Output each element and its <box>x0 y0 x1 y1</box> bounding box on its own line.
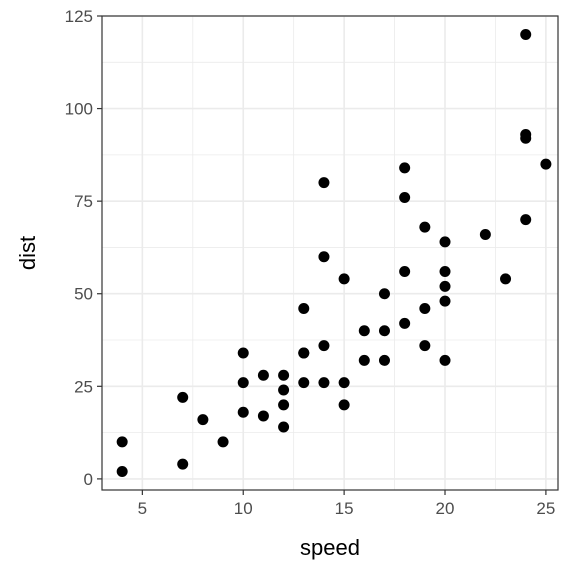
data-point <box>278 384 290 396</box>
data-point <box>439 354 451 366</box>
data-point <box>419 303 431 315</box>
x-tick-label: 10 <box>234 499 253 518</box>
data-point <box>399 162 411 174</box>
data-point <box>399 191 411 203</box>
data-point <box>520 29 532 41</box>
data-point <box>318 177 330 189</box>
major-gridlines <box>102 15 558 490</box>
data-point <box>177 458 189 470</box>
data-point <box>298 303 310 315</box>
data-point <box>338 399 350 411</box>
data-point <box>318 340 330 352</box>
x-axis-ticks: 5 10 15 20 25 <box>138 490 555 518</box>
data-point <box>399 317 411 329</box>
data-point <box>177 391 189 403</box>
data-point <box>278 421 290 433</box>
y-axis-title: dist <box>15 236 40 270</box>
plot-panel <box>102 16 558 490</box>
y-tick-label: 125 <box>65 7 93 26</box>
y-tick-label: 0 <box>84 470 93 489</box>
data-point <box>439 295 451 307</box>
data-point <box>237 406 249 418</box>
data-point <box>197 414 209 426</box>
y-tick-label: 50 <box>74 285 93 304</box>
data-point <box>338 273 350 285</box>
data-point <box>318 377 330 389</box>
plot-border <box>101 15 559 491</box>
data-point <box>378 354 390 366</box>
x-tick-label: 20 <box>436 499 455 518</box>
data-point <box>298 377 310 389</box>
data-point <box>298 347 310 359</box>
data-point <box>116 465 128 477</box>
data-point <box>419 221 431 233</box>
data-point <box>500 273 512 285</box>
data-point <box>540 158 552 170</box>
y-tick-label: 75 <box>74 192 93 211</box>
x-tick-label: 25 <box>536 499 555 518</box>
data-point <box>217 436 229 448</box>
y-axis-ticks: 0 25 50 75 100 125 <box>65 7 102 489</box>
data-point <box>399 266 411 278</box>
data-point <box>439 236 451 248</box>
data-point <box>237 347 249 359</box>
x-tick-label: 5 <box>138 499 147 518</box>
minor-gridlines <box>102 16 558 490</box>
x-axis-title: speed <box>300 535 360 560</box>
data-point <box>338 377 350 389</box>
data-point <box>358 325 370 337</box>
data-point <box>378 288 390 300</box>
data-point <box>419 340 431 352</box>
data-point <box>257 369 269 381</box>
data-point <box>520 214 532 226</box>
data-point <box>257 410 269 422</box>
data-point <box>237 377 249 389</box>
data-point <box>116 436 128 448</box>
data-point <box>479 228 491 240</box>
data-point <box>278 369 290 381</box>
data-point <box>318 251 330 263</box>
data-point <box>278 399 290 411</box>
data-point <box>439 280 451 292</box>
data-point <box>358 354 370 366</box>
data-point <box>439 266 451 278</box>
y-tick-label: 100 <box>65 100 93 119</box>
data-point <box>520 129 532 140</box>
y-tick-label: 25 <box>74 377 93 396</box>
x-tick-label: 15 <box>335 499 354 518</box>
data-points <box>116 29 552 477</box>
data-point <box>378 325 390 337</box>
